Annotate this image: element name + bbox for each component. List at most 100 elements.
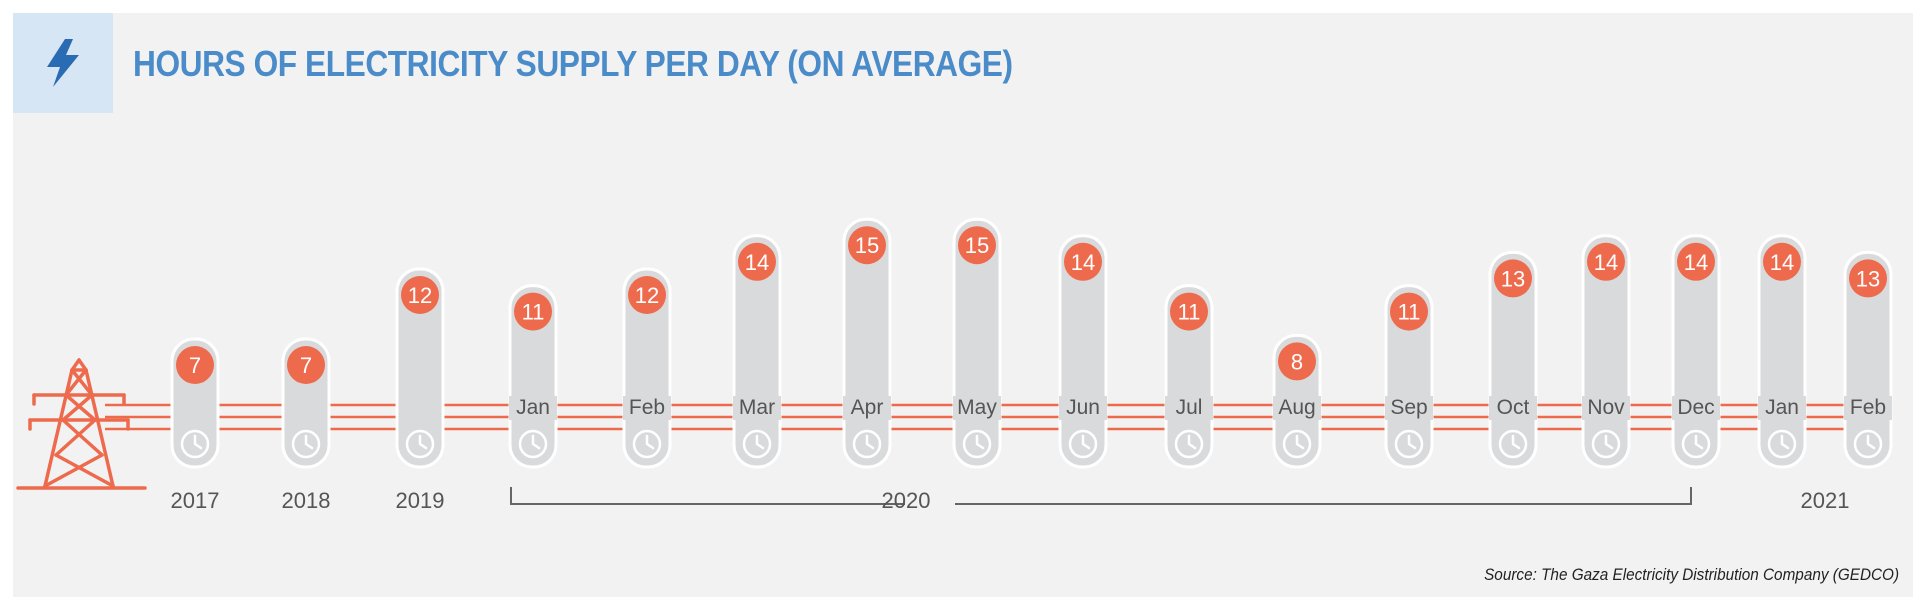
label-mask — [1758, 396, 1806, 420]
clock-icon — [962, 429, 992, 459]
source-note: Source: The Gaza Electricity Distributio… — [1484, 565, 1899, 584]
bar-group: 14 Dec — [1671, 234, 1721, 469]
bar-group: 11 Jul — [1164, 284, 1214, 469]
bar-group: 11 Jan — [508, 284, 558, 469]
month-label: Oct — [1497, 396, 1530, 419]
bar-group: 15 May — [952, 217, 1002, 469]
month-label: Jan — [516, 396, 550, 419]
year-label: 2019 — [396, 488, 445, 513]
clock-icon — [1174, 429, 1204, 459]
month-label: Jun — [1066, 396, 1100, 419]
value-badge — [848, 226, 886, 265]
data-label: 13 — [1501, 266, 1525, 291]
bar — [508, 284, 558, 469]
value-badge — [1390, 292, 1428, 331]
value-badge — [1170, 292, 1208, 331]
clock-icon — [632, 429, 662, 459]
data-label: 12 — [635, 283, 659, 308]
clock-icon — [1853, 429, 1883, 459]
value-badge — [287, 346, 325, 384]
bar — [1384, 284, 1434, 469]
value-badge — [1849, 259, 1887, 298]
value-badge — [401, 276, 439, 314]
clock-icon — [1498, 429, 1528, 459]
month-label: May — [957, 396, 997, 419]
label-mask — [843, 396, 891, 420]
clock-icon — [1591, 429, 1621, 459]
clock-icon — [518, 429, 548, 459]
label-mask — [733, 396, 781, 420]
bar-group: 8 Aug — [1272, 333, 1322, 469]
bars-layer: 7 2017 7 2018 12 2019 11 Jan 12 Feb 14 Mar 15 Apr 15 Ma… — [170, 217, 1893, 513]
clock-icon — [405, 429, 435, 459]
clock-icon — [1282, 429, 1312, 459]
value-badge — [628, 276, 666, 314]
label-mask — [509, 396, 557, 420]
bar — [1164, 284, 1214, 469]
label-mask — [1273, 396, 1321, 420]
value-badge — [1677, 242, 1715, 281]
value-badge — [1587, 242, 1625, 281]
clock-icon — [291, 429, 321, 459]
data-label: 8 — [1291, 349, 1303, 374]
data-label: 12 — [408, 283, 432, 308]
value-badge — [1278, 342, 1316, 381]
month-label: Feb — [629, 396, 665, 419]
bar-group: 14 Jan — [1757, 234, 1807, 469]
clock-icon — [180, 429, 210, 459]
data-label: 13 — [1856, 266, 1880, 291]
data-label: 15 — [965, 233, 989, 258]
year-bracket-2020 — [510, 487, 1692, 505]
data-label: 7 — [189, 353, 201, 378]
value-badge — [514, 292, 552, 331]
data-label: 14 — [1684, 250, 1708, 275]
bar-group: 7 2017 — [170, 337, 220, 513]
month-label: Sep — [1390, 396, 1427, 419]
header-icon-box — [13, 13, 113, 113]
chart-title: HOURS OF ELECTRICITY SUPPLY PER DAY (ON … — [133, 43, 1013, 84]
group-labels-layer: 2020 2021 — [510, 487, 1850, 513]
clock-icon — [1394, 429, 1424, 459]
value-badge — [1763, 242, 1801, 281]
bar-group: 13 Feb — [1843, 250, 1893, 469]
year-label: 2018 — [282, 488, 331, 513]
month-label: Dec — [1677, 396, 1714, 419]
month-label: Nov — [1587, 396, 1625, 419]
value-badge — [1064, 242, 1102, 281]
clock-icon — [1681, 429, 1711, 459]
value-badge — [958, 226, 996, 265]
month-label: Jul — [1176, 396, 1203, 419]
bar — [395, 267, 445, 469]
data-label: 7 — [300, 353, 312, 378]
transmission-tower-icon — [16, 358, 147, 490]
data-label: 11 — [522, 300, 545, 325]
label-mask — [1059, 396, 1107, 420]
year-label-2020: 2020 — [882, 488, 931, 513]
bar-group: 15 Apr — [842, 217, 892, 469]
bar-group: 12 Feb — [622, 267, 672, 469]
clock-icon — [742, 429, 772, 459]
bar-group: 14 Nov — [1581, 234, 1631, 469]
clock-icon — [1767, 429, 1797, 459]
data-label: 11 — [1398, 300, 1421, 325]
data-label: 11 — [1178, 300, 1201, 325]
clock-icon — [1068, 429, 1098, 459]
value-badge — [176, 346, 214, 384]
label-mask — [1489, 396, 1537, 420]
month-label: Apr — [851, 396, 884, 419]
value-badge — [738, 242, 776, 281]
label-mask — [623, 396, 671, 420]
label-mask — [1844, 396, 1892, 420]
month-label: Jan — [1765, 396, 1799, 419]
data-label: 14 — [1071, 250, 1095, 275]
year-label-2021: 2021 — [1801, 488, 1850, 513]
label-mask — [1672, 396, 1720, 420]
bar-group: 11 Sep — [1384, 284, 1434, 469]
data-label: 15 — [855, 233, 879, 258]
label-mask — [1165, 396, 1213, 420]
bar-group: 7 2018 — [281, 337, 331, 513]
data-label: 14 — [745, 250, 769, 275]
lightning-bolt-icon — [47, 39, 79, 87]
bar-group: 12 2019 — [395, 267, 445, 513]
